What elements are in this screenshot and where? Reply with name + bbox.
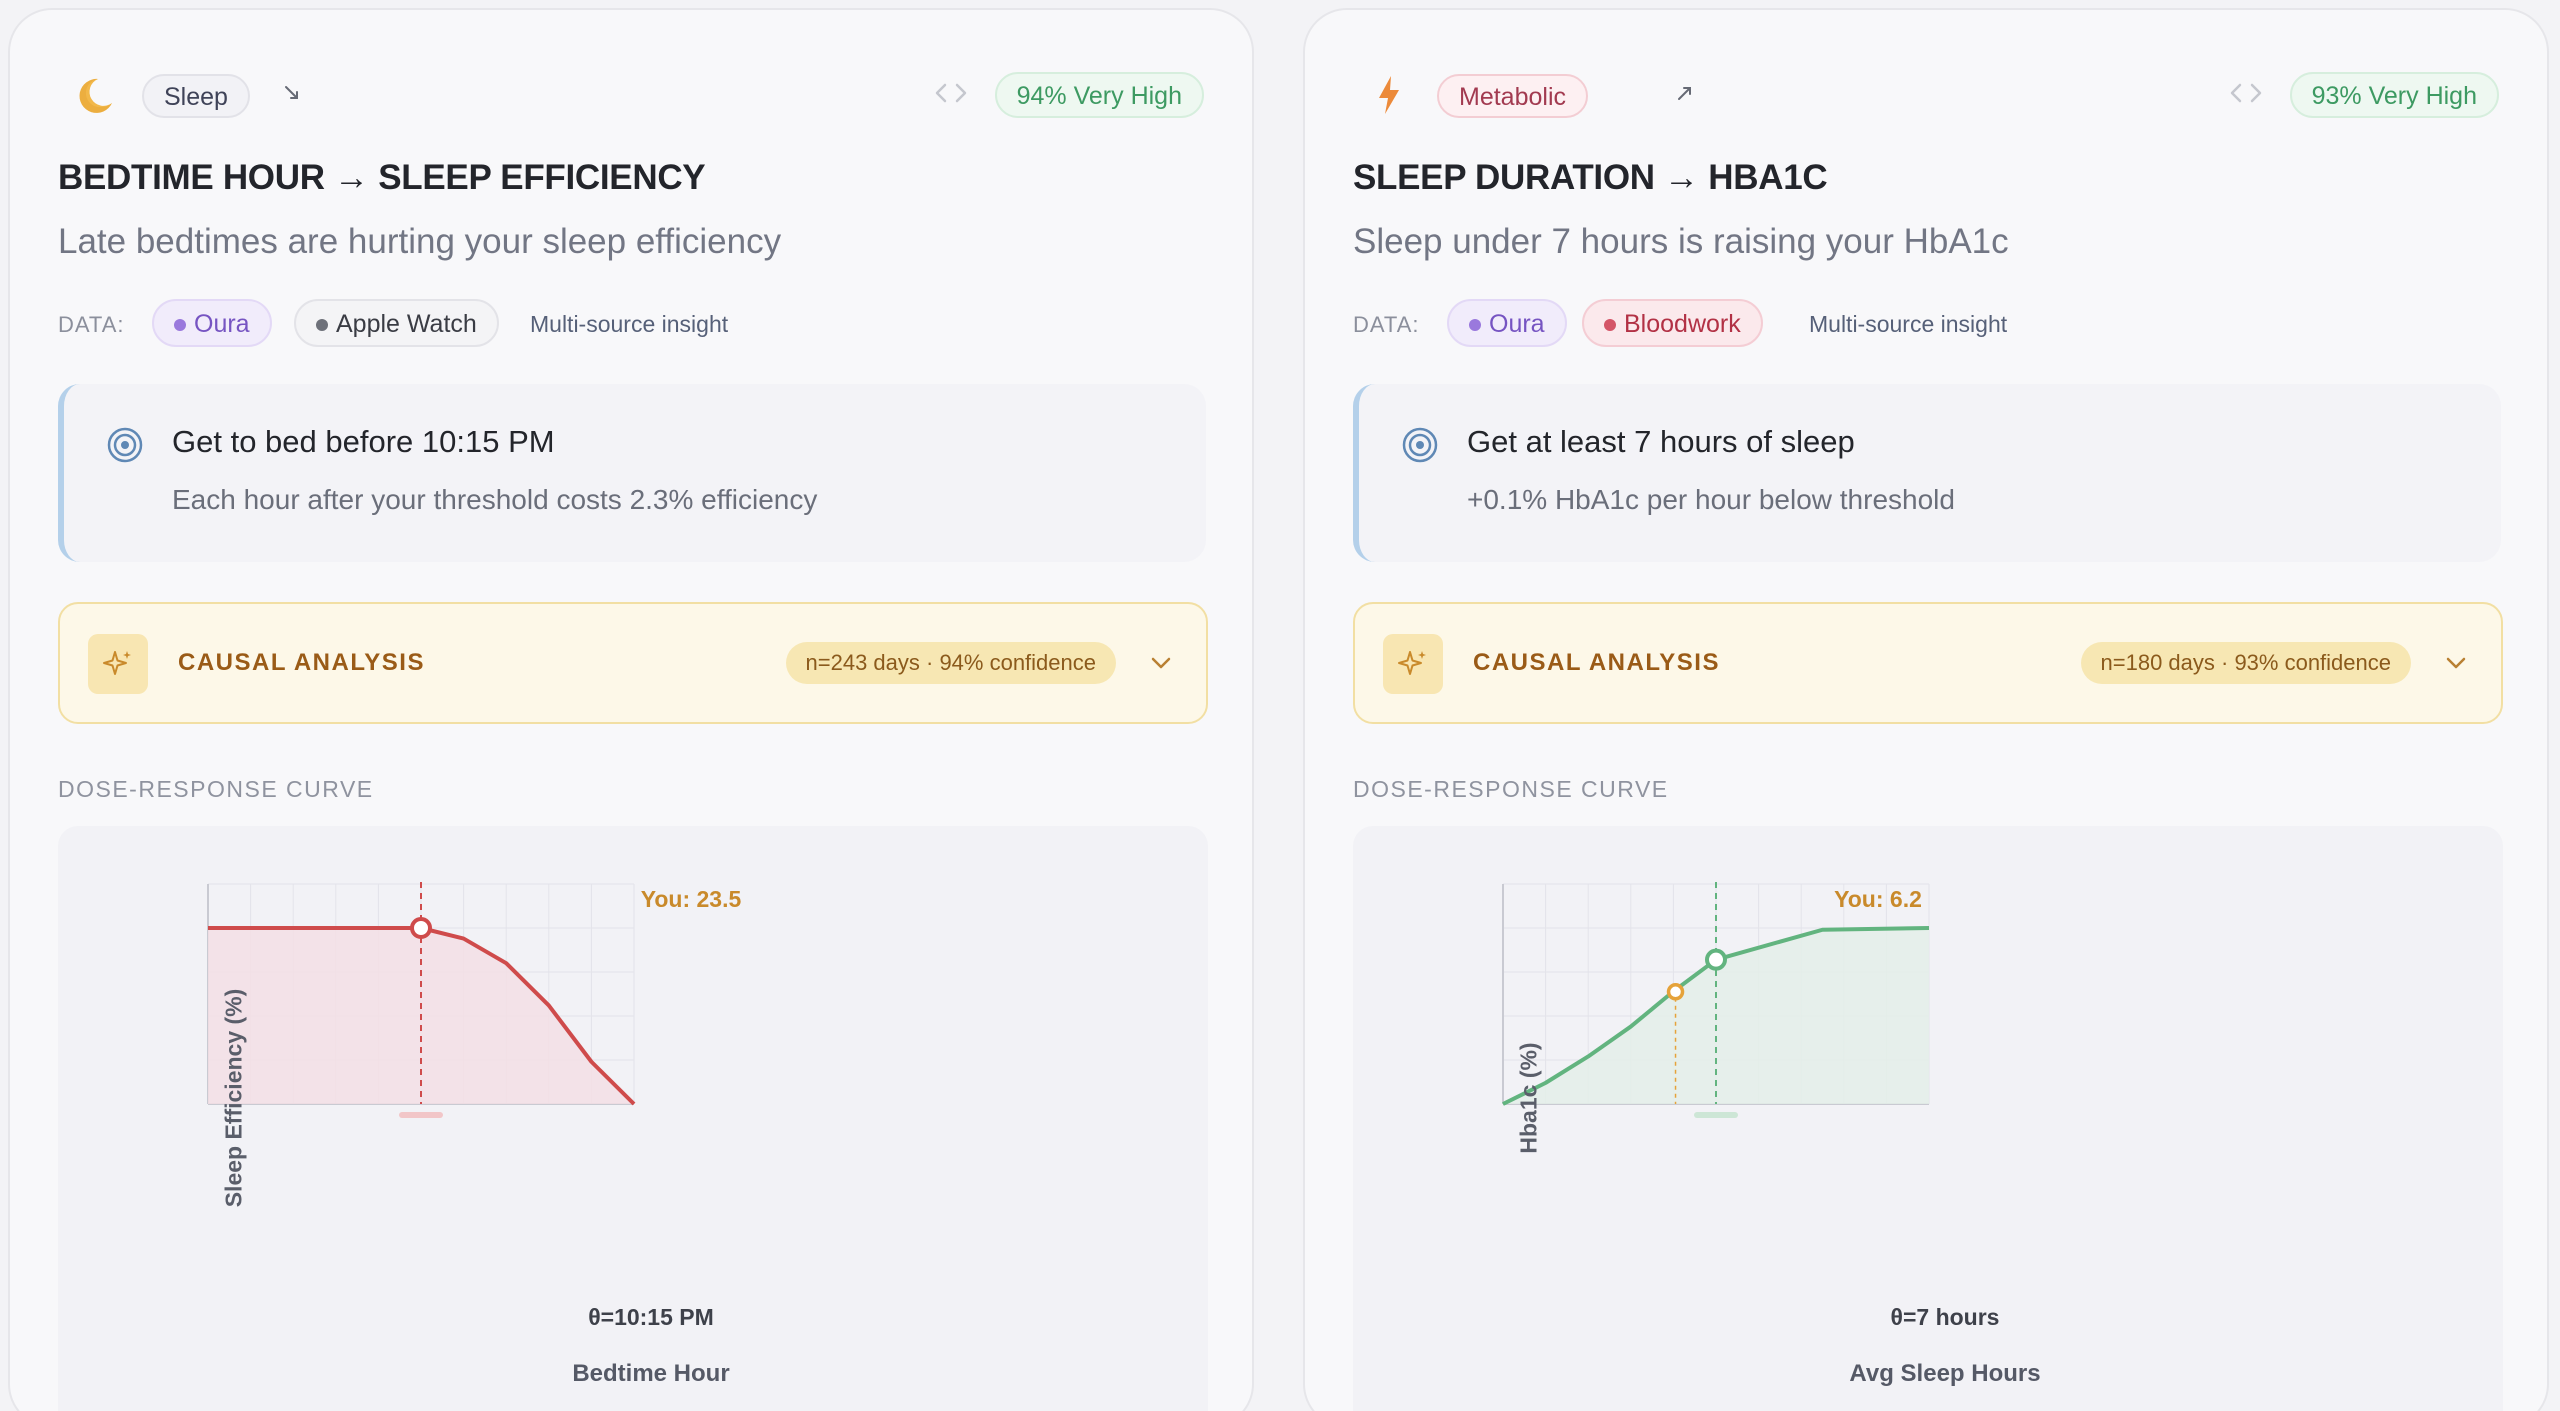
dose-response-chart: Sleep Efficiency (%) You: 23.5 θ=10:15 P… [58,826,1208,1411]
causal-analysis-toggle[interactable]: CAUSAL ANALYSIS n=180 days · 93% confide… [1353,602,2503,724]
target-icon [107,427,143,463]
chart-svg [1502,882,1930,1118]
causal-title: CAUSAL ANALYSIS [178,649,425,676]
chevron-down-icon[interactable] [1148,650,1174,676]
goal-box: Get at least 7 hours of sleep +0.1% HbA1… [1353,384,2501,562]
category-badge[interactable]: Metabolic [1437,74,1588,118]
chart-svg [207,882,636,1118]
multi-source-label: Multi-source insight [1809,311,2008,337]
confidence-badge: 93% Very High [2289,72,2499,118]
multi-source-label: Multi-source insight [530,311,729,337]
section-label: DOSE-RESPONSE CURVE [1353,776,1669,802]
goal-text: Each hour after your threshold costs 2.3… [172,484,818,515]
moon-icon [79,78,112,113]
goal-text: +0.1% HbA1c per hour below threshold [1467,484,1955,515]
trend-down-icon [285,86,298,99]
insight-title: BEDTIME HOUR → SLEEP EFFICIENCY [58,158,706,197]
causal-title: CAUSAL ANALYSIS [1473,649,1720,676]
data-label: DATA: [1353,312,1420,337]
target-icon [1402,427,1438,463]
x-axis-label: Avg Sleep Hours [1849,1360,2041,1387]
source-pill-oura: Oura [1447,299,1567,347]
section-label: DOSE-RESPONSE CURVE [58,776,374,802]
chevron-down-icon[interactable] [2443,650,2469,676]
code-icon[interactable] [934,80,968,106]
sparkle-icon-box [88,634,148,694]
goal-title: Get at least 7 hours of sleep [1467,424,1855,459]
insight-card: Metabolic 93% Very High SLEEP DURATION →… [1303,8,2549,1411]
source-pill-oura: Oura [152,299,272,347]
lightning-icon [1379,76,1399,114]
insight-card: Sleep 94% Very High BEDTIME HOUR → SLEEP… [8,8,1254,1411]
you-point [1666,983,1685,1001]
sparkle-icon [103,651,131,675]
threshold-point [410,917,432,939]
trend-up-icon [1678,87,1691,100]
threshold-marker [399,1112,443,1118]
card-header: Sleep 94% Very High [62,65,1204,125]
sparkle-icon-box [1383,634,1443,694]
goal-box: Get to bed before 10:15 PM Each hour aft… [58,384,1206,562]
dose-response-curve [208,926,636,1106]
card-header: Metabolic 93% Very High [1357,65,2499,125]
threshold-label: θ=10:15 PM [588,1304,714,1330]
dose-response-chart: Hba1c (%) You: 6.2 θ=7 hours Avg Sleep H… [1353,826,2503,1411]
causal-analysis-toggle[interactable]: CAUSAL ANALYSIS n=243 days · 94% confide… [58,602,1208,724]
stats-badge: n=180 days · 93% confidence [2080,642,2411,684]
threshold-label: θ=7 hours [1890,1304,2000,1330]
stats-badge: n=243 days · 94% confidence [785,642,1116,684]
data-label: DATA: [58,312,125,337]
you-marker-label: You: 23.5 [640,886,742,912]
insight-subtitle: Late bedtimes are hurting your sleep eff… [58,222,782,261]
you-marker-label: You: 6.2 [1834,886,1922,912]
dose-response-curve [1502,926,1930,1106]
data-sources: DATA: Oura Apple Watch Multi-source insi… [58,298,1058,348]
code-icon[interactable] [2229,80,2263,106]
category-badge[interactable]: Sleep [142,74,250,118]
insight-title: SLEEP DURATION → HBA1C [1353,158,1828,197]
sparkle-icon [1398,651,1426,675]
threshold-point [1705,948,1727,971]
source-pill-bloodwork: Bloodwork [1582,299,1763,347]
confidence-badge: 94% Very High [994,72,1204,118]
source-pill-apple-watch: Apple Watch [294,299,499,347]
insight-subtitle: Sleep under 7 hours is raising your HbA1… [1353,222,2009,261]
data-sources: DATA: Oura Bloodwork Multi-source insigh… [1353,298,2353,348]
goal-title: Get to bed before 10:15 PM [172,424,555,459]
threshold-marker [1694,1112,1738,1118]
x-axis-label: Bedtime Hour [572,1360,730,1387]
